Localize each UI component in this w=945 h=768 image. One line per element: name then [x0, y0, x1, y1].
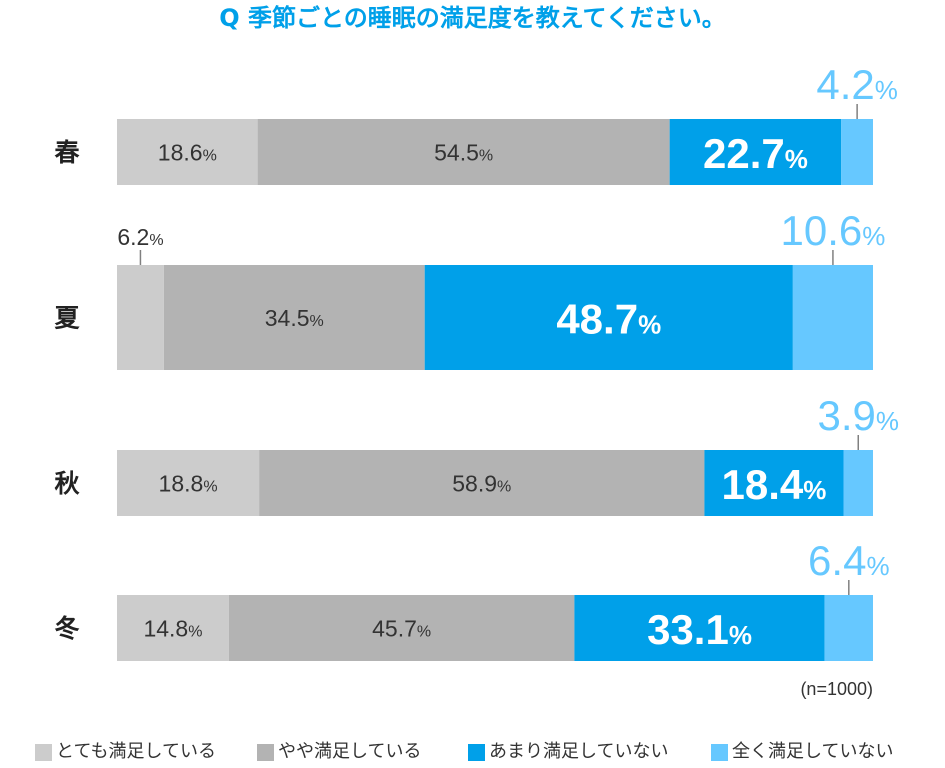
- bar-segment: [259, 450, 705, 516]
- value-label-number: 18.6: [158, 140, 203, 166]
- value-label-number: 34.5: [265, 305, 310, 331]
- legend-item-not-very-satisfied: あまり満足していない: [468, 740, 668, 764]
- value-label-unit: %: [729, 620, 752, 650]
- value-label-number: 6.4: [808, 537, 866, 584]
- value-label: 22.7%: [703, 130, 808, 177]
- bar-segment: [117, 119, 258, 185]
- value-label: 18.6%: [158, 140, 217, 166]
- bar-segment: [424, 265, 793, 370]
- bar-row: 春 18.6% 54.5% 22.7%4.2%: [54, 61, 898, 185]
- value-label-unit: %: [479, 148, 493, 165]
- legend-label: あまり満足していない: [489, 741, 669, 762]
- value-label-number: 14.8: [143, 616, 188, 642]
- value-label: 34.5%: [265, 305, 324, 331]
- value-label-number: 18.8: [159, 471, 204, 497]
- value-label-number: 45.7: [372, 616, 417, 642]
- value-label-unit: %: [638, 309, 661, 339]
- legend-swatch: [711, 743, 728, 761]
- legend-swatch: [468, 743, 485, 761]
- value-label: 45.7%: [372, 616, 431, 642]
- bar-segment: [117, 595, 229, 661]
- legend-item-very-satisfied: とても満足している: [35, 740, 216, 764]
- value-label-unit: %: [203, 148, 217, 165]
- value-label: 48.7%: [556, 295, 661, 342]
- value-label-unit: %: [203, 479, 217, 496]
- bar-segment: [163, 265, 425, 370]
- value-label-number: 3.9: [818, 392, 876, 439]
- legend: とても満足している やや満足している あまり満足していない 全く満足していない: [0, 740, 945, 764]
- legend-item-not-at-all-satisfied: 全く満足していない: [711, 740, 893, 764]
- value-label: 14.8%: [143, 616, 202, 642]
- legend-label: 全く満足していない: [732, 741, 894, 762]
- value-label-number: 54.5: [434, 140, 479, 166]
- category-label: 春: [54, 138, 79, 167]
- value-label-number: 4.2: [816, 61, 874, 108]
- bar-segment: [704, 450, 844, 516]
- sample-size-note: (n=1000): [800, 679, 873, 699]
- value-label-number: 10.6: [780, 207, 862, 254]
- value-label-unit: %: [876, 406, 899, 436]
- bar-segment: [792, 265, 873, 370]
- value-label-unit: %: [866, 551, 889, 581]
- category-label: 夏: [54, 304, 80, 333]
- value-label-unit: %: [497, 479, 511, 496]
- bar-segment: [257, 119, 670, 185]
- bar-segment: [117, 450, 260, 516]
- bar-segment: [841, 119, 873, 185]
- legend-label: とても満足している: [56, 741, 217, 762]
- category-label: 冬: [54, 614, 79, 643]
- chart-title: Q 季節ごとの睡眠の満足度を教えてください。: [219, 4, 726, 32]
- value-label: 33.1%: [647, 606, 752, 653]
- bar-segment: [824, 595, 873, 661]
- bar-segment: [228, 595, 575, 661]
- value-label-number: 6.2: [117, 224, 149, 250]
- value-label: 6.4%: [808, 537, 890, 584]
- value-label: 3.9%: [818, 392, 900, 439]
- bar-row: 夏6.2%34.5% 48.7%10.6%: [54, 207, 885, 370]
- value-label-unit: %: [875, 75, 898, 105]
- value-label: 58.9%: [452, 471, 511, 497]
- value-label-number: 18.4: [722, 461, 804, 508]
- bar-segment: [574, 595, 825, 661]
- value-label-unit: %: [417, 624, 431, 641]
- bar-row: 秋 18.8% 58.9% 18.4%3.9%: [54, 392, 899, 516]
- bar-segment: [117, 265, 164, 370]
- value-label-unit: %: [188, 624, 202, 641]
- legend-swatch: [35, 743, 52, 761]
- value-label: 18.4%: [722, 461, 827, 508]
- value-label-unit: %: [149, 232, 163, 249]
- legend-label: やや満足している: [278, 741, 422, 762]
- value-label-number: 58.9: [452, 471, 497, 497]
- value-label-number: 22.7: [703, 130, 785, 177]
- bar-segment: [843, 450, 873, 516]
- legend-item-somewhat-satisfied: やや満足している: [257, 740, 421, 764]
- value-label: 54.5%: [434, 140, 493, 166]
- value-label-unit: %: [310, 313, 324, 330]
- value-label: 18.8%: [159, 471, 218, 497]
- value-label: 10.6%: [780, 207, 885, 254]
- legend-swatch: [257, 743, 274, 761]
- value-label: 6.2%: [117, 224, 163, 250]
- value-label-unit: %: [803, 475, 826, 505]
- bar-row: 冬 14.8% 45.7% 33.1%6.4%: [54, 537, 890, 661]
- value-label-number: 33.1: [647, 606, 729, 653]
- value-label-unit: %: [862, 221, 885, 251]
- category-label: 秋: [54, 469, 80, 498]
- value-label-unit: %: [785, 144, 808, 174]
- bar-segment: [669, 119, 842, 185]
- value-label: 4.2%: [816, 61, 898, 108]
- value-label-number: 48.7: [556, 295, 638, 342]
